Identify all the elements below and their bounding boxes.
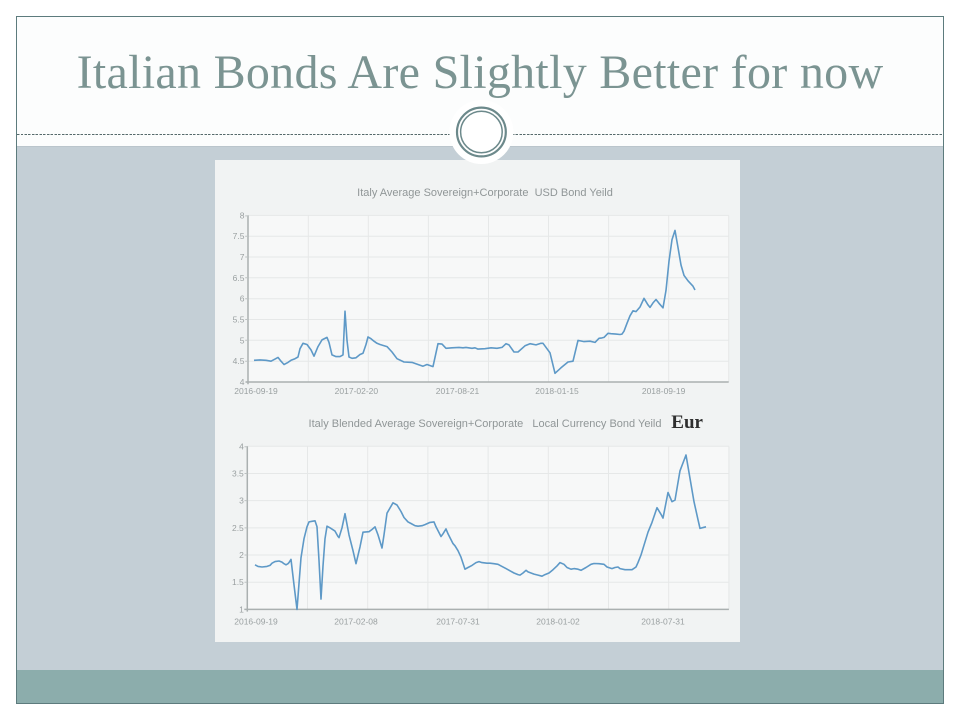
svg-text:1.5: 1.5 [232, 577, 244, 587]
svg-text:4.5: 4.5 [233, 356, 245, 366]
svg-text:Italy Blended Average Sovereig: Italy Blended Average Sovereign+Corporat… [309, 418, 662, 430]
svg-text:2018-07-31: 2018-07-31 [641, 617, 685, 627]
svg-text:5: 5 [240, 335, 245, 345]
svg-text:1: 1 [239, 604, 244, 614]
svg-text:2017-02-08: 2017-02-08 [334, 617, 378, 627]
svg-text:2017-07-31: 2017-07-31 [436, 617, 480, 627]
svg-text:6.5: 6.5 [233, 273, 245, 283]
svg-text:2017-08-21: 2017-08-21 [436, 386, 480, 396]
svg-text:6: 6 [240, 294, 245, 304]
svg-text:Eur: Eur [671, 412, 703, 433]
svg-text:2018-01-15: 2018-01-15 [535, 386, 579, 396]
svg-text:2018-09-19: 2018-09-19 [642, 386, 686, 396]
svg-text:5.5: 5.5 [233, 315, 245, 325]
svg-text:4: 4 [240, 377, 245, 387]
svg-text:8: 8 [240, 210, 245, 220]
svg-text:4: 4 [239, 441, 244, 451]
svg-text:2018-01-02: 2018-01-02 [536, 617, 580, 627]
svg-text:7: 7 [240, 252, 245, 262]
svg-text:Italy Average Sovereign+Corpor: Italy Average Sovereign+Corporate USD Bo… [357, 187, 613, 199]
svg-text:2017-02-20: 2017-02-20 [335, 386, 379, 396]
svg-text:3.5: 3.5 [232, 469, 244, 479]
svg-text:2016-09-19: 2016-09-19 [234, 617, 278, 627]
svg-text:3: 3 [239, 496, 244, 506]
svg-text:2.5: 2.5 [232, 523, 244, 533]
svg-text:2: 2 [239, 550, 244, 560]
svg-text:7.5: 7.5 [233, 231, 245, 241]
svg-text:2016-09-19: 2016-09-19 [234, 386, 278, 396]
